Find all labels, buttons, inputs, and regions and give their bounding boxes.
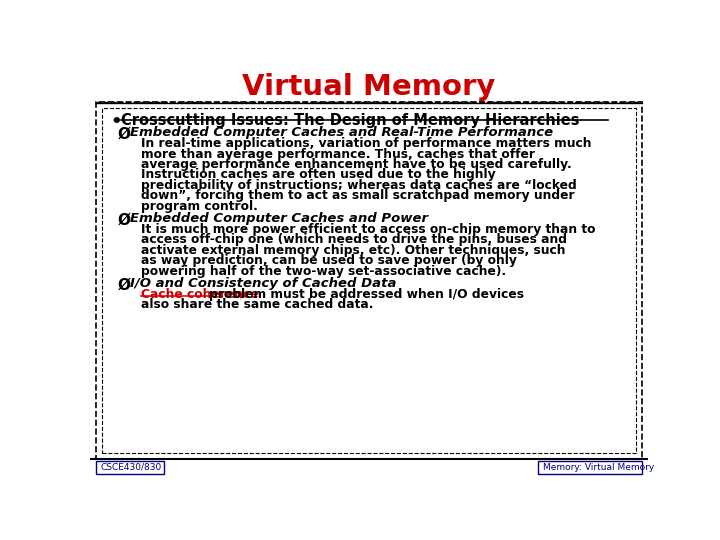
Text: as way prediction, can be used to save power (by only: as way prediction, can be used to save p… [141,254,517,267]
Text: program control.: program control. [141,200,258,213]
Text: Crosscutting Issues: The Design of Memory Hierarchies: Crosscutting Issues: The Design of Memor… [121,112,580,127]
Text: In real-time applications, variation of performance matters much: In real-time applications, variation of … [141,137,592,150]
Text: predictability of instructions; whereas data caches are “locked: predictability of instructions; whereas … [141,179,577,192]
Bar [96,461,164,474]
Text: powering half of the two-way set-associative cache).: powering half of the two-way set-associa… [141,265,506,278]
Text: Virtual Memory: Virtual Memory [243,73,495,101]
Text: Ø: Ø [118,278,131,292]
Text: down”, forcing them to act as small scratchpad memory under: down”, forcing them to act as small scra… [141,189,575,202]
Text: Instruction caches are often used due to the highly: Instruction caches are often used due to… [141,168,496,181]
Text: problem must be addressed when I/O devices: problem must be addressed when I/O devic… [209,288,523,301]
Text: also share the same cached data.: also share the same cached data. [141,299,374,312]
Text: •: • [110,112,122,131]
Bar [102,108,636,453]
Bar [538,461,642,474]
Text: CSCE430/830: CSCE430/830 [101,463,162,471]
Text: It is much more power efficient to access on-chip memory than to: It is much more power efficient to acces… [141,223,595,236]
Text: I/O and Consistency of Cached Data: I/O and Consistency of Cached Data [130,278,397,291]
Text: Memory: Virtual Memory: Memory: Virtual Memory [543,463,654,471]
Text: more than average performance. Thus, caches that offer: more than average performance. Thus, cac… [141,147,535,160]
Text: Ø: Ø [118,126,131,141]
Text: Embedded Computer Caches and Real-Time Performance: Embedded Computer Caches and Real-Time P… [130,126,554,139]
Text: Ø: Ø [118,212,131,227]
Text: activate external memory chips, etc). Other techniques, such: activate external memory chips, etc). Ot… [141,244,566,257]
Text: Cache coherence: Cache coherence [141,288,263,301]
Bar [96,102,642,459]
Text: average performance enhancement have to be used carefully.: average performance enhancement have to … [141,158,572,171]
Text: access off-chip one (which needs to drive the pins, buses and: access off-chip one (which needs to driv… [141,233,567,246]
Text: Embedded Computer Caches and Power: Embedded Computer Caches and Power [130,212,428,225]
